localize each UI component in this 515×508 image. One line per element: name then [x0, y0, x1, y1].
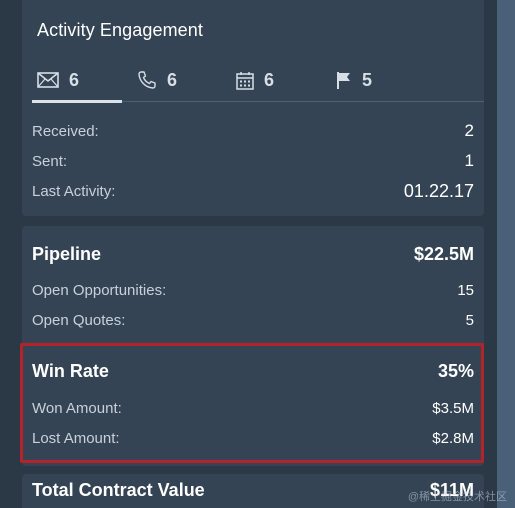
received-row: Received: 2 [32, 119, 474, 143]
pipeline-card: Pipeline $22.5M Open Opportunities: 15 O… [22, 226, 484, 466]
total-contract-label: Total Contract Value [32, 479, 205, 500]
last-activity-label: Last Activity: [32, 182, 116, 200]
activity-engagement-title: Activity Engagement [37, 20, 203, 40]
tab-meetings[interactable]: 6 [236, 60, 274, 100]
right-edge-strip [497, 0, 515, 508]
won-amount-label: Won Amount: [32, 399, 122, 417]
lost-amount-label: Lost Amount: [32, 429, 120, 447]
pipeline-label: Pipeline [32, 243, 102, 264]
activity-engagement-card: Activity Engagement 6 [22, 0, 484, 216]
flag-icon [336, 71, 352, 90]
tab-tasks-count: 5 [362, 69, 373, 90]
activity-tabs: 6 6 [22, 60, 484, 104]
phone-icon [137, 70, 157, 90]
open-opportunities-value: 15 [457, 281, 474, 299]
tab-emails-count: 6 [69, 69, 80, 90]
total-contract-header: Total Contract Value $11M [32, 476, 474, 504]
won-amount-value: $3.5M [432, 399, 474, 417]
received-value: 2 [464, 121, 474, 140]
lost-amount-row: Lost Amount: $2.8M [32, 426, 474, 450]
pipeline-header: Pipeline $22.5M [32, 240, 474, 268]
watermark: @稀土掘金技术社区 [407, 491, 507, 503]
win-rate-header: Win Rate 35% [32, 357, 474, 385]
tabs-divider [122, 101, 484, 102]
win-rate-label: Win Rate [32, 360, 109, 381]
lost-amount-value: $2.8M [432, 429, 474, 447]
tab-calls[interactable]: 6 [137, 60, 177, 100]
sent-row: Sent: 1 [32, 149, 474, 173]
won-amount-row: Won Amount: $3.5M [32, 396, 474, 420]
tab-tasks[interactable]: 5 [336, 60, 372, 100]
sent-label: Sent: [32, 152, 68, 170]
open-quotes-row: Open Quotes: 5 [32, 308, 474, 332]
open-quotes-label: Open Quotes: [32, 311, 126, 329]
received-label: Received: [32, 122, 99, 140]
tab-meetings-count: 6 [264, 69, 275, 90]
total-contract-value: $11M [429, 479, 474, 500]
selected-tab-indicator [32, 100, 122, 103]
open-quotes-value: 5 [465, 311, 474, 329]
envelope-icon [37, 72, 59, 88]
tab-calls-count: 6 [167, 69, 178, 90]
sent-value: 1 [464, 151, 474, 170]
tab-emails[interactable]: 6 [37, 60, 117, 100]
last-activity-value: 01.22.17 [403, 180, 474, 201]
open-opportunities-row: Open Opportunities: 15 [32, 278, 474, 302]
total-contract-card: Total Contract Value $11M [22, 474, 484, 508]
pipeline-value: $22.5M [413, 243, 474, 264]
last-activity-row: Last Activity: 01.22.17 [32, 179, 474, 203]
calendar-icon [236, 71, 254, 90]
win-rate-value: 35% [437, 360, 474, 381]
open-opportunities-label: Open Opportunities: [32, 281, 167, 299]
